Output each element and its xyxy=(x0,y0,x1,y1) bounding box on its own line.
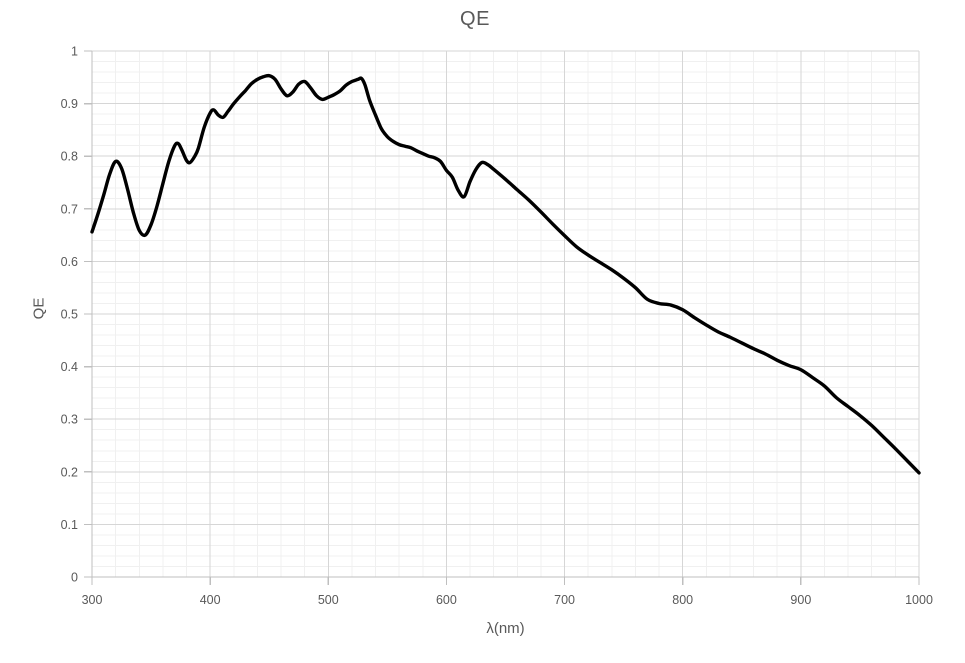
x-tick-label: 1000 xyxy=(905,593,933,607)
y-tick-labels: 0 0.1 0.2 0.3 0.4 0.5 0.6 0.7 0.8 0.9 1 xyxy=(61,45,78,585)
y-tick-label: 0.3 xyxy=(61,413,78,427)
qe-series-line xyxy=(90,73,921,475)
y-axis-title: QE xyxy=(30,297,48,320)
axis-lines xyxy=(84,50,920,585)
y-tick-label: 0.6 xyxy=(61,255,78,269)
chart-title: QE xyxy=(460,8,490,30)
y-tick-label: 0.4 xyxy=(61,360,78,374)
y-tick-label: 0.8 xyxy=(61,150,78,164)
major-gridlines xyxy=(91,50,920,578)
y-tick-label: 1 xyxy=(71,45,78,59)
qe-curve xyxy=(90,73,921,475)
x-tick-label: 500 xyxy=(318,593,339,607)
y-tick-label: 0 xyxy=(71,571,78,585)
x-tick-label: 300 xyxy=(82,593,103,607)
x-axis-title: λ(nm) xyxy=(486,620,525,637)
x-tick-labels: 300 400 500 600 700 800 900 1000 xyxy=(82,593,933,607)
y-tick-label: 0.5 xyxy=(61,308,78,322)
x-tick-label: 600 xyxy=(436,593,457,607)
y-tick-label: 0.9 xyxy=(61,97,78,111)
y-tick-label: 0.2 xyxy=(61,465,78,479)
x-tick-label: 800 xyxy=(672,593,693,607)
x-tick-label: 400 xyxy=(200,593,221,607)
x-tick-label: 700 xyxy=(554,593,575,607)
y-tick-label: 0.7 xyxy=(61,202,78,216)
x-tick-label: 900 xyxy=(790,593,811,607)
y-tick-label: 0.1 xyxy=(61,518,78,532)
